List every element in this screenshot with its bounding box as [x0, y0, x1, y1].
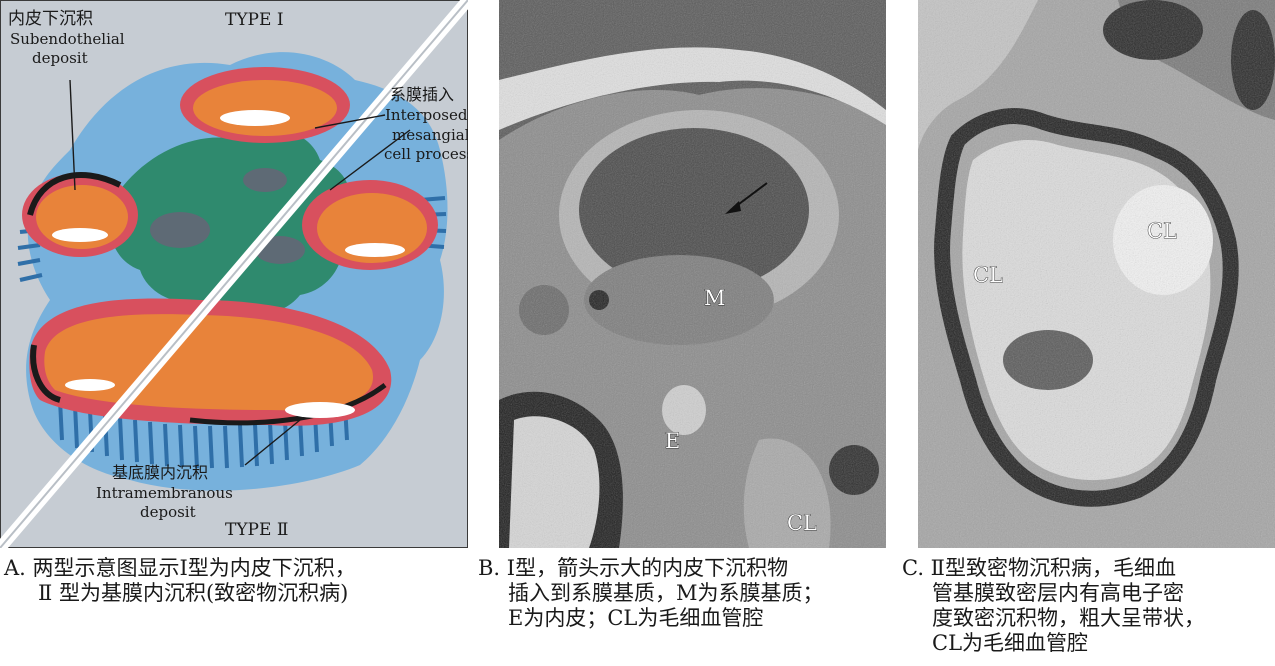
caption-c-line: 度致密沉积物，粗大呈带状，: [932, 606, 1205, 630]
intramembranous-cn-label: 基底膜内沉积: [112, 463, 208, 482]
interposed-en-label: cell process: [384, 145, 468, 163]
interposed-en-label: Interposed: [385, 106, 468, 124]
caption-b-line: 插入到系膜基质，M为系膜基质；: [508, 581, 824, 605]
intramembranous-en-label: Intramembranous: [96, 484, 233, 502]
em-arrow-head: [725, 201, 741, 214]
subendothelial-en-label: Subendothelial: [10, 30, 125, 48]
caption-c-line: C. Ⅱ型致密物沉积病，毛细血: [902, 556, 1176, 580]
subendothelial-leader: [69, 79, 76, 191]
mesangial-nucleus: [150, 212, 210, 248]
em-label-m: M: [704, 286, 726, 310]
subendothelial-cn-label: 内皮下沉积: [8, 9, 93, 29]
em-label-cl: CL: [787, 511, 817, 535]
em-label-e: E: [665, 429, 680, 453]
em-image-type-2-panel: CL CL: [918, 0, 1275, 548]
capillary-loop-bottom: [29, 298, 392, 426]
intramembranous-leader: [244, 419, 301, 466]
caption-c: C. Ⅱ型致密物沉积病，毛细血 管基膜致密层内有高电子密 度致密沉积物，粗大呈带…: [902, 556, 1274, 656]
schematic-diagram: TYPE Ⅰ TYPE Ⅱ 内皮下沉积 Subendothelial depos…: [0, 0, 468, 548]
caption-b-line: B. Ⅰ型，箭头示大的内皮下沉积物: [478, 556, 789, 580]
type-2-label: TYPE Ⅱ: [225, 520, 288, 540]
caption-c-line: CL为毛细血管腔: [932, 631, 1089, 655]
subendothelial-en-label: deposit: [32, 49, 88, 67]
diagonal-divider-edge: [0, 0, 468, 548]
interposed-cn-label: 系膜插入: [390, 85, 454, 104]
interposed-leader: [314, 114, 386, 129]
capillary-loop-left: [22, 172, 138, 257]
em-grain: [499, 0, 886, 548]
em-image-type-2: CL CL: [918, 0, 1275, 548]
interposed-en-label: mesangial: [392, 126, 468, 144]
schematic-diagram-panel: TYPE Ⅰ TYPE Ⅱ 内皮下沉积 Subendothelial depos…: [0, 0, 468, 548]
capillary-loop-top: [180, 67, 350, 143]
em-image-type-1: M E CL: [499, 0, 886, 548]
caption-c-line: 管基膜致密层内有高电子密: [932, 581, 1184, 605]
em-label-cl-right: CL: [1147, 219, 1177, 243]
em-grain: [918, 0, 1275, 548]
caption-a-line: A. 两型示意图显示Ⅰ型为内皮下沉积，: [4, 556, 356, 580]
mesangial-nucleus: [243, 168, 287, 192]
mesangium: [109, 129, 351, 315]
caption-b: B. Ⅰ型，箭头示大的内皮下沉积物 插入到系膜基质，M为系膜基质； E为内皮；C…: [478, 556, 908, 631]
interposed-leader: [329, 129, 411, 191]
intramembranous-en-label: deposit: [140, 503, 196, 521]
caption-b-line: E为内皮；CL为毛细血管腔: [508, 606, 764, 630]
capillary-loop-right: [302, 180, 438, 270]
caption-a-line: Ⅱ 型为基膜内沉积(致密物沉积病): [38, 581, 349, 605]
caption-a: A. 两型示意图显示Ⅰ型为内皮下沉积， Ⅱ 型为基膜内沉积(致密物沉积病): [4, 556, 474, 606]
em-image-type-1-panel: M E CL: [499, 0, 886, 548]
em-label-cl-left: CL: [973, 263, 1003, 287]
type-1-label: TYPE Ⅰ: [225, 10, 284, 30]
